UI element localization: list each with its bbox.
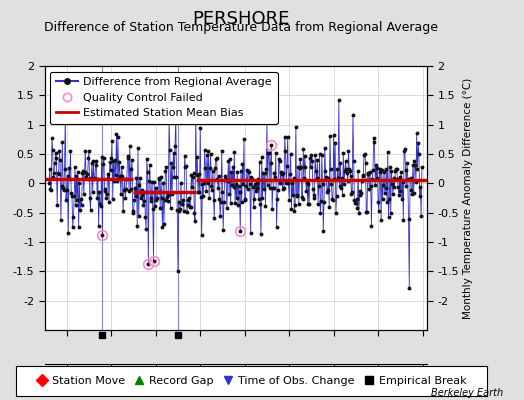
Text: PERSHORE: PERSHORE <box>192 10 290 28</box>
Y-axis label: Monthly Temperature Anomaly Difference (°C): Monthly Temperature Anomaly Difference (… <box>463 77 473 319</box>
Text: Difference of Station Temperature Data from Regional Average: Difference of Station Temperature Data f… <box>44 21 438 34</box>
Legend: Difference from Regional Average, Quality Control Failed, Estimated Station Mean: Difference from Regional Average, Qualit… <box>50 72 278 124</box>
Text: Berkeley Earth: Berkeley Earth <box>431 388 503 398</box>
Legend: Station Move, Record Gap, Time of Obs. Change, Empirical Break: Station Move, Record Gap, Time of Obs. C… <box>33 373 470 389</box>
